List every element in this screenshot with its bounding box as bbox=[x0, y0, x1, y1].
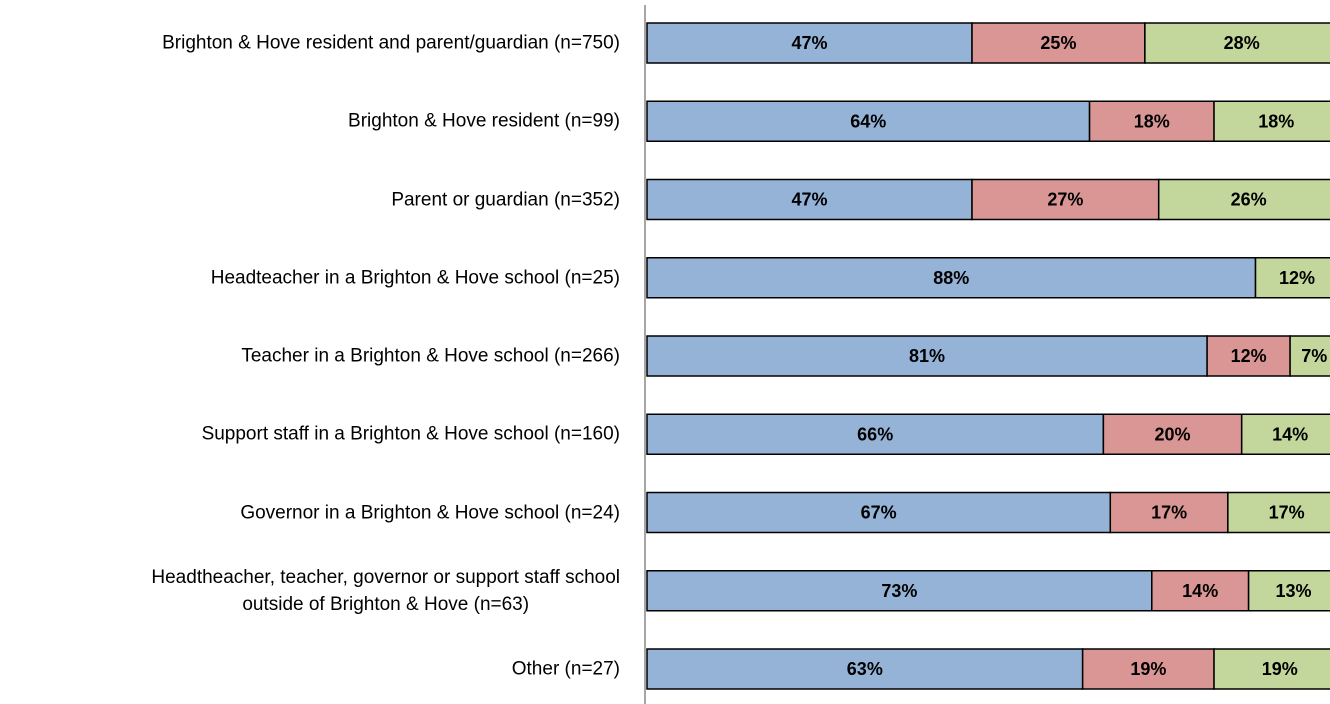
bar-segment bbox=[1213, 100, 1330, 142]
bar-segment bbox=[1227, 491, 1330, 534]
value-label: 27% bbox=[1047, 190, 1083, 210]
bar-segment bbox=[646, 335, 1208, 377]
bar-segment bbox=[646, 648, 1084, 690]
category-label: Headteacher in a Brighton & Hove school … bbox=[210, 267, 620, 289]
value-label: 88% bbox=[933, 268, 969, 288]
value-label: 28% bbox=[1224, 33, 1260, 53]
value-label: 18% bbox=[1258, 111, 1294, 131]
category-label: Other (n=27) bbox=[511, 658, 620, 680]
category-label: Parent or guardian (n=352) bbox=[391, 189, 620, 210]
bar-segment bbox=[1151, 570, 1250, 612]
bar-segment bbox=[1247, 570, 1330, 612]
bar-segment bbox=[1206, 335, 1291, 377]
value-label: 66% bbox=[857, 424, 893, 444]
value-label: 14% bbox=[1272, 424, 1308, 444]
bar-segment bbox=[1144, 22, 1330, 64]
value-label: 81% bbox=[909, 346, 945, 366]
value-label: 64% bbox=[850, 111, 886, 131]
bar-segment bbox=[1081, 648, 1215, 690]
value-label: 63% bbox=[847, 659, 883, 679]
value-label: 12% bbox=[1279, 268, 1315, 288]
category-label: Brighton & Hove resident (n=99) bbox=[348, 110, 620, 132]
bar-segment bbox=[646, 413, 1105, 455]
value-label: 17% bbox=[1269, 503, 1305, 523]
bar-segment bbox=[1240, 413, 1330, 455]
value-label: 13% bbox=[1276, 581, 1312, 601]
category-label: Brighton & Hove resident and parent/guar… bbox=[162, 32, 620, 54]
bar-segment bbox=[1157, 178, 1330, 221]
bar-segment bbox=[646, 178, 973, 221]
value-label: 14% bbox=[1182, 581, 1218, 601]
value-label: 12% bbox=[1231, 346, 1267, 366]
value-label: 20% bbox=[1155, 424, 1191, 444]
value-label: 18% bbox=[1134, 111, 1170, 131]
value-label: 7% bbox=[1301, 346, 1327, 366]
category-label: Headtheacher, teacher, governor or suppo… bbox=[151, 566, 620, 615]
value-label: 47% bbox=[791, 33, 827, 53]
bar-segment bbox=[1289, 335, 1330, 377]
bar-segment bbox=[1254, 257, 1330, 299]
bar-segment bbox=[1213, 648, 1330, 690]
bar-segment bbox=[971, 22, 1146, 64]
value-label: 25% bbox=[1040, 33, 1076, 53]
category-label: Teacher in a Brighton & Hove school (n=2… bbox=[241, 345, 620, 367]
bar-segment bbox=[646, 100, 1091, 142]
bar-segment bbox=[1109, 491, 1229, 534]
value-label: 26% bbox=[1231, 190, 1267, 210]
value-label: 73% bbox=[881, 581, 917, 601]
bar-segment bbox=[1088, 100, 1215, 142]
value-label: 19% bbox=[1130, 659, 1166, 679]
bar-segment bbox=[1102, 413, 1243, 455]
value-label: 17% bbox=[1151, 503, 1187, 523]
bar-segment bbox=[646, 570, 1153, 612]
category-label: Governor in a Brighton & Hove school (n=… bbox=[240, 502, 620, 523]
category-label: Support staff in a Brighton & Hove schoo… bbox=[201, 423, 620, 445]
value-label: 19% bbox=[1262, 659, 1298, 679]
value-label: 47% bbox=[791, 190, 827, 210]
value-label: 67% bbox=[861, 503, 897, 523]
